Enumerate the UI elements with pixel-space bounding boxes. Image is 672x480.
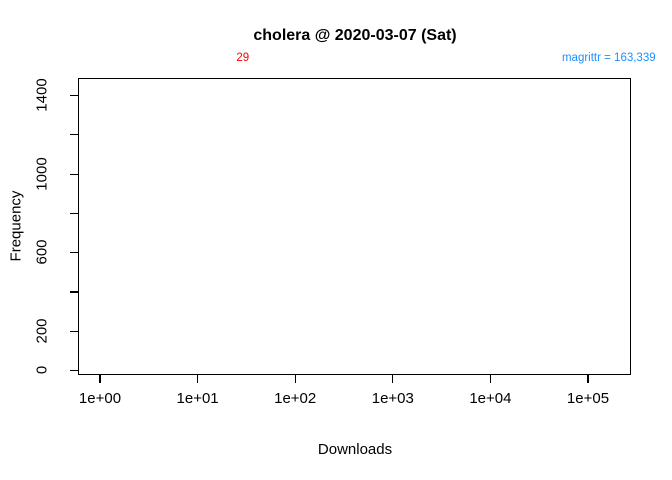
plot-box: [78, 78, 631, 375]
x-tick-label-1e02: 1e+02: [274, 390, 317, 407]
y-tick-label-600: 600: [33, 239, 51, 265]
y-tick-label-1400: 1400: [33, 78, 51, 112]
y-axis-tick: [70, 291, 78, 293]
y-axis-tick: [70, 212, 78, 215]
y-tick-label-200: 200: [33, 318, 51, 344]
x-tick-label-1e04: 1e+04: [469, 390, 512, 407]
x-axis-tick: [294, 375, 296, 383]
y-axis-tick: [70, 95, 78, 97]
x-tick-label-1e01: 1e+01: [176, 390, 219, 407]
y-axis-tick: [70, 252, 78, 254]
x-tick-label-1e00: 1e+00: [78, 390, 122, 407]
y-axis-tick: [70, 134, 78, 136]
x-axis-tick: [587, 375, 589, 383]
reference-line-label-threshold: 29: [236, 52, 250, 64]
x-tick-label-1e03: 1e+03: [371, 390, 414, 407]
x-axis-tick: [392, 375, 394, 383]
y-tick-label-1000: 1000: [33, 156, 51, 191]
reference-line-label-magrittr: magrittr = 163,339: [561, 52, 656, 64]
y-axis-tick: [70, 330, 78, 332]
chart-title: cholera @ 2020-03-07 (Sat): [253, 27, 457, 44]
y-axis-tick: [70, 173, 78, 175]
x-axis-tick: [197, 375, 199, 383]
x-axis-tick: [99, 375, 101, 383]
x-axis-tick: [489, 375, 491, 383]
y-axis-tick: [70, 370, 78, 372]
y-axis-title: Frequency: [7, 190, 25, 262]
x-tick-label-1e05: 1e+05: [566, 390, 610, 407]
y-tick-label-0: 0: [33, 365, 51, 375]
x-axis-title: Downloads: [317, 441, 393, 458]
